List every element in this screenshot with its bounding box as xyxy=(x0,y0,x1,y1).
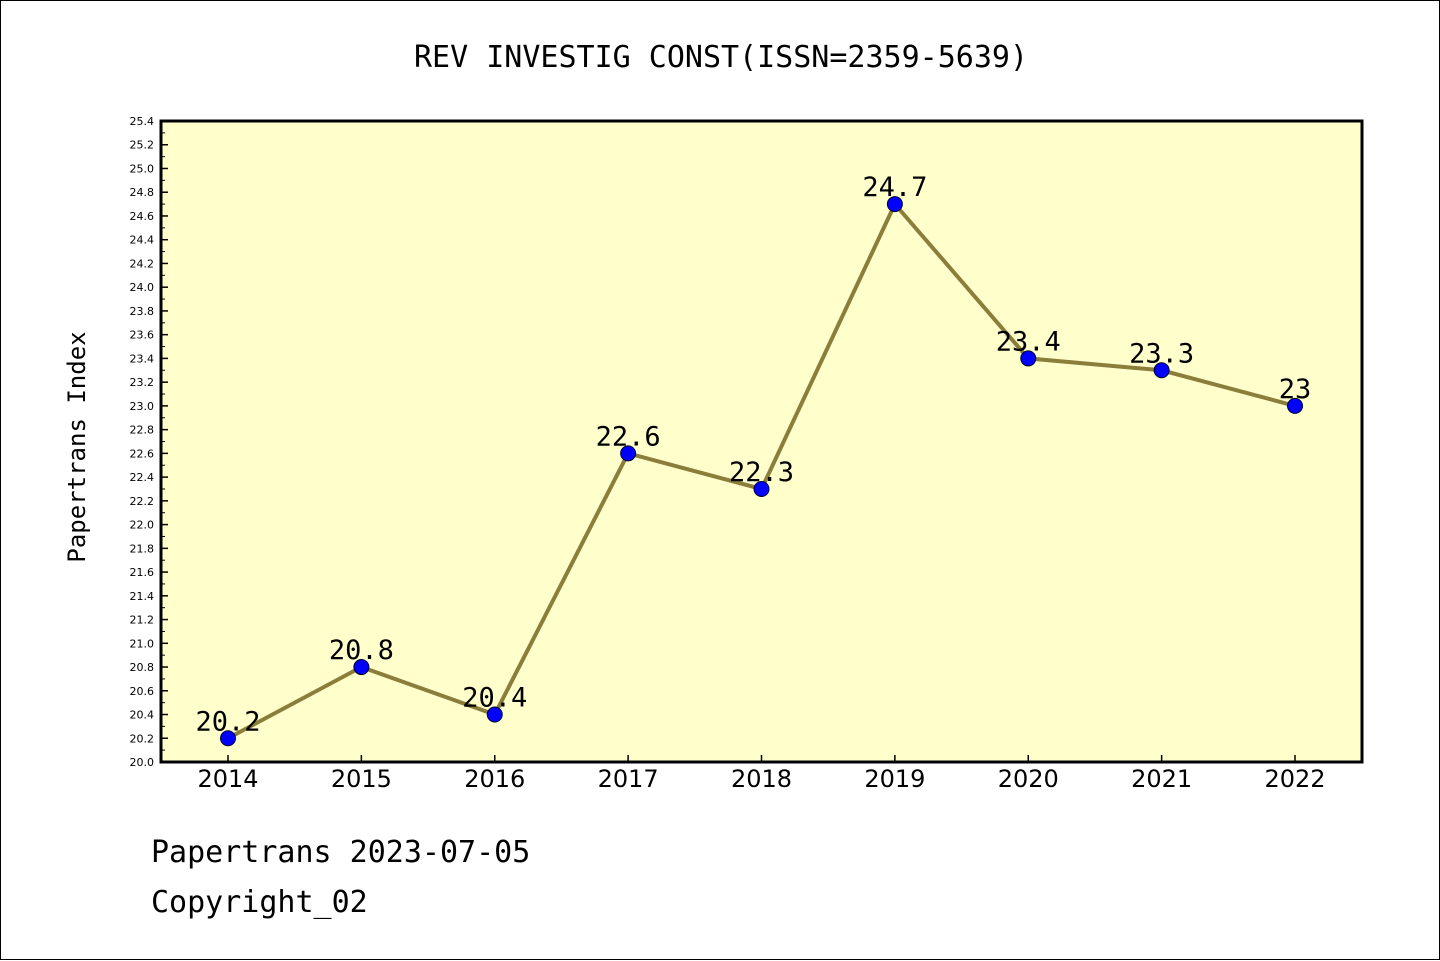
data-point xyxy=(486,706,503,723)
data-point xyxy=(886,196,903,213)
plot-area xyxy=(159,119,1364,764)
y-tick-label: 20.2 xyxy=(130,732,155,745)
y-tick-label: 23.0 xyxy=(130,400,155,413)
y-tick-label: 21.8 xyxy=(130,542,155,555)
data-point xyxy=(353,659,370,676)
y-axis-label: Papertrans Index xyxy=(63,331,91,562)
x-tick-label: 2020 xyxy=(998,765,1059,793)
y-tick-label: 24.6 xyxy=(130,210,155,223)
data-label: 20.4 xyxy=(462,683,527,714)
y-tick-label: 23.4 xyxy=(130,352,155,365)
x-tick-label: 2021 xyxy=(1131,765,1192,793)
y-tick-label: 23.6 xyxy=(130,329,155,342)
data-point xyxy=(220,730,236,747)
y-tick-label: 24.8 xyxy=(130,186,155,199)
y-tick-label: 21.6 xyxy=(130,566,155,579)
x-axis-ticks: 2014 2015 2016 2017 2018 2019 2020 2021 2022 xyxy=(197,755,1326,793)
data-label: 23.4 xyxy=(996,326,1061,357)
footer-copyright: Copyright_02 xyxy=(151,885,368,920)
y-tick-label: 23.8 xyxy=(130,305,155,318)
data-label: 20.2 xyxy=(195,706,260,737)
y-tick-label: 24.4 xyxy=(130,234,155,247)
y-tick-label: 23.2 xyxy=(130,376,155,389)
y-tick-label: 22.8 xyxy=(130,424,155,437)
data-point xyxy=(753,480,770,497)
chart-title: REV INVESTIG CONST(ISSN=2359-5639) xyxy=(414,40,1028,75)
x-tick-label: 2022 xyxy=(1264,765,1325,793)
footer-date: Papertrans 2023-07-05 xyxy=(151,835,531,870)
data-label: 23 xyxy=(1279,374,1312,405)
y-tick-label: 22.2 xyxy=(130,495,155,508)
y-tick-label: 20.0 xyxy=(130,756,155,769)
y-tick-label: 22.0 xyxy=(130,519,155,532)
x-tick-label: 2017 xyxy=(598,765,659,793)
data-label: 22.3 xyxy=(729,457,794,488)
data-point xyxy=(1020,350,1037,367)
data-point xyxy=(620,445,637,462)
data-label: 24.7 xyxy=(862,172,927,203)
y-tick-label: 21.4 xyxy=(130,590,155,603)
y-tick-label: 24.0 xyxy=(130,281,155,294)
data-label: 22.6 xyxy=(596,421,661,452)
y-tick-label: 21.0 xyxy=(130,637,155,650)
y-tick-label: 22.6 xyxy=(130,447,155,460)
data-label: 23.3 xyxy=(1129,338,1194,369)
series-group: 20.2 20.8 20.4 22.6 22.3 24.7 23.4 23.3 23 xyxy=(195,172,1312,747)
y-axis-ticks: 20.0 20.2 20.4 20.6 20.8 21.0 21.2 21.4 21.6 21.8… xyxy=(130,115,168,769)
y-tick-label: 22.4 xyxy=(130,471,155,484)
y-tick-label: 20.6 xyxy=(130,685,155,698)
data-label: 20.8 xyxy=(329,635,394,666)
y-tick-label: 25.0 xyxy=(130,162,155,175)
x-tick-label: 2014 xyxy=(197,765,258,793)
y-tick-label: 25.4 xyxy=(130,115,155,128)
data-point xyxy=(1287,397,1303,414)
y-tick-label: 25.2 xyxy=(130,139,155,152)
x-tick-label: 2015 xyxy=(331,765,392,793)
y-tick-label: 24.2 xyxy=(130,257,155,270)
x-tick-label: 2016 xyxy=(464,765,525,793)
data-point xyxy=(1153,362,1170,379)
y-tick-label: 21.2 xyxy=(130,614,155,627)
x-tick-label: 2019 xyxy=(864,765,925,793)
y-tick-label: 20.4 xyxy=(130,709,155,722)
x-tick-label: 2018 xyxy=(731,765,792,793)
y-tick-label: 20.8 xyxy=(130,661,155,674)
